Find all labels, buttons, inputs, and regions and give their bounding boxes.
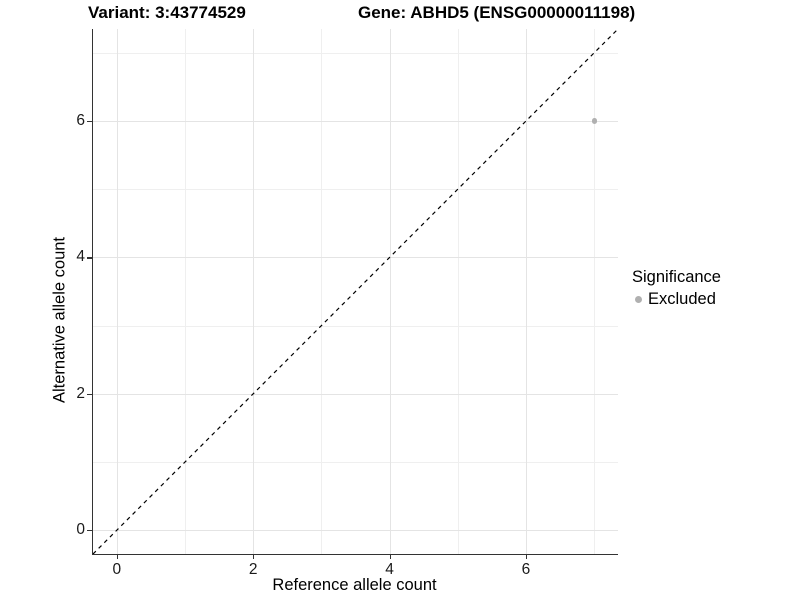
- x-axis-label: Reference allele count: [272, 576, 437, 594]
- y-axis-label: Alternative allele count: [50, 236, 69, 404]
- x-tick-label: 4: [385, 561, 394, 578]
- y-tick-label: 2: [76, 384, 85, 402]
- plot-title-variant: Variant: 3:43774529: [88, 3, 246, 22]
- gridline-layer: [93, 29, 618, 554]
- data-point: [591, 118, 597, 124]
- legend-entry-excluded: Excluded: [630, 290, 721, 309]
- excluded-dot-icon: [634, 296, 642, 303]
- y-tick-label: 6: [76, 112, 85, 130]
- legend-title: Significance: [632, 268, 721, 286]
- y-tick-label: 0: [76, 521, 85, 539]
- plot-title-gene: Gene: ABHD5 (ENSG00000011198): [358, 3, 636, 22]
- legend-key: [630, 296, 646, 303]
- legend: Significance Excluded: [630, 268, 721, 309]
- plot-panel: 0 0 2 2 4 4 6 6: [76, 29, 618, 578]
- x-tick-label: 0: [112, 561, 122, 578]
- legend-entry-label: Excluded: [648, 290, 716, 308]
- identity-line: [93, 29, 618, 554]
- y-tick-label: 4: [76, 248, 85, 266]
- x-tick-label: 6: [521, 561, 531, 578]
- x-tick-label: 2: [248, 561, 258, 578]
